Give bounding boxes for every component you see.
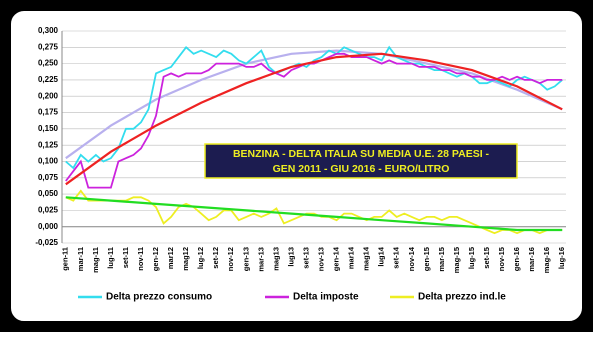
x-tick-label: nov-11 [136,247,145,271]
y-tick-label: 0,175 [38,108,59,117]
plot-area [62,31,566,243]
chart-title: GEN 2011 - GIU 2016 - EURO/LITRO [273,163,450,175]
trendline [65,52,563,186]
x-tick-label: set-15 [482,247,491,269]
y-tick-label: 0,250 [38,59,59,68]
x-tick-label: lug-15 [467,247,476,269]
x-tick-label: lug-16 [557,247,566,269]
x-tick-label: gen-14 [332,246,341,271]
x-tick-label: gen-12 [151,247,160,271]
y-tick-label: 0,200 [38,91,59,100]
x-tick-label: lug-11 [106,247,115,269]
x-tick-label: nov-14 [407,246,416,271]
x-tick-label: gen-11 [61,247,70,271]
legend-label: Delta imposte [293,292,359,303]
x-tick-label: mag13 [271,247,280,271]
x-tick-label: nov-15 [497,247,506,271]
y-tick-label: 0,100 [38,157,59,166]
title-box: BENZINA - DELTA ITALIA SU MEDIA U.E. 28 … [204,143,518,179]
x-tick-label: mar12 [166,247,175,269]
trendline [65,196,563,232]
x-tick-label: mar14 [347,246,356,269]
y-tick-label: 0,025 [38,205,59,214]
title-frame [204,143,518,179]
y-tick-label: -0,025 [35,238,58,247]
x-tick-label: mag14 [362,246,371,271]
x-tick-label: mar-13 [256,247,265,272]
y-tick-label: 0,125 [38,140,59,149]
x-tick-label: set-12 [211,247,220,269]
y-tick-label: 0,000 [38,222,59,231]
series-line [65,45,563,170]
x-tick-label: lug13 [286,247,295,267]
x-tick-label: set-13 [301,247,310,269]
y-tick-label: 0,300 [38,26,59,35]
legend: Delta prezzo consumo Delta imposte Delta p… [78,292,506,303]
y-tick-label: 0,225 [38,75,59,84]
legend-label: Delta prezzo consumo [106,292,212,303]
x-tick-label: lug14 [377,246,386,266]
x-tick-label: gen-15 [422,247,431,271]
x-tick-label: set-11 [121,247,130,268]
x-tick-label: nov-13 [317,247,326,271]
x-tick-label: mag-16 [542,247,551,273]
x-tick-label: gen-13 [241,247,250,271]
series-line [65,52,563,189]
y-tick-label: 0,275 [38,42,59,51]
chart-title: BENZINA - DELTA ITALIA SU MEDIA U.E. 28 … [233,148,490,160]
x-tick-label: set-14 [392,246,401,269]
x-tick-label: mag-11 [91,247,100,273]
legend-label: Delta prezzo ind.le [418,292,506,303]
y-tick-label: 0,150 [38,124,59,133]
lines [65,45,563,235]
y-tick-label: 0,050 [38,189,59,198]
x-tick-label: lug-12 [196,247,205,269]
x-tick-label: gen-16 [512,247,521,271]
x-tick-label: mar-15 [437,247,446,272]
x-tick-label: mag-15 [452,247,461,273]
y-tick-label: 0,075 [38,173,59,182]
x-tick-label: mar-16 [527,247,536,272]
x-tick-label: nov-12 [226,247,235,271]
x-tick-label: mag12 [181,247,190,271]
x-tick-label: mar-11 [76,247,85,271]
